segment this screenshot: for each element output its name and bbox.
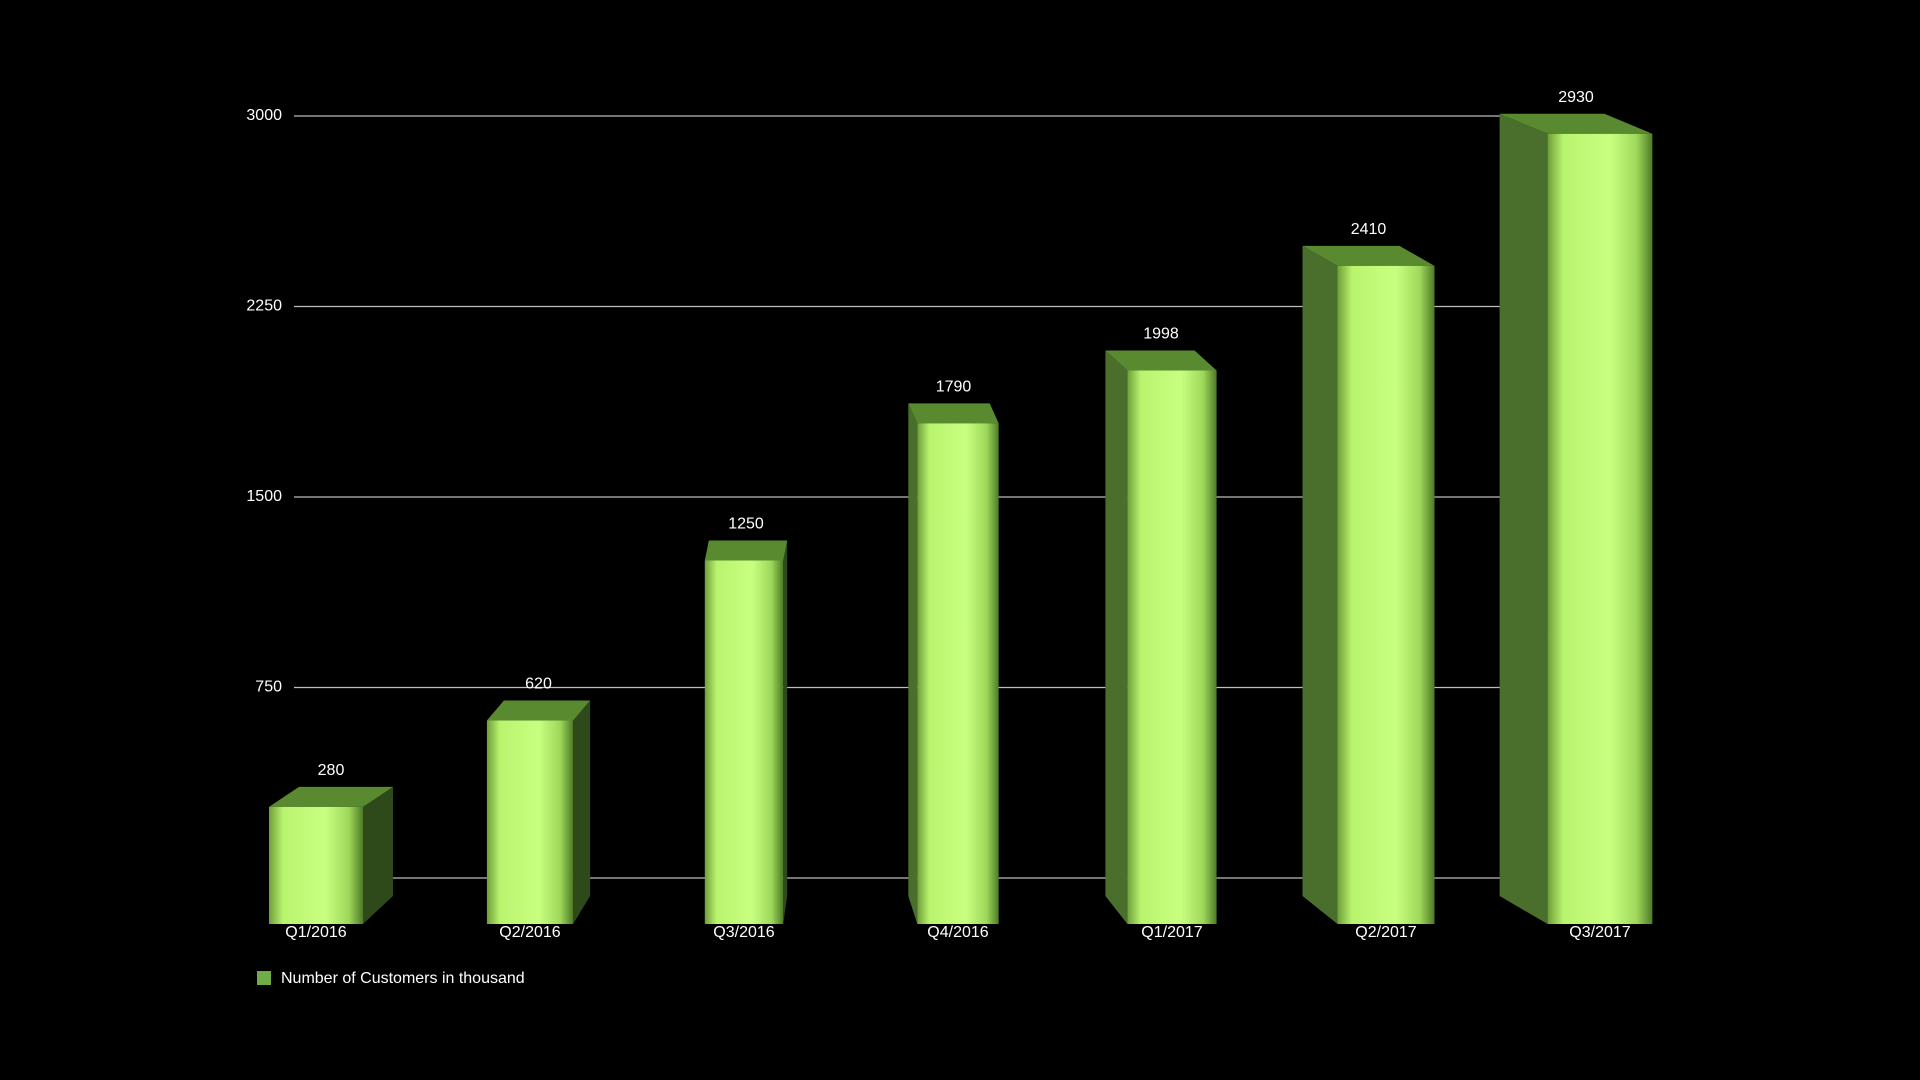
x-tick-label: Q4/2016 xyxy=(927,924,988,941)
y-tick-label: 2250 xyxy=(246,298,282,315)
y-tick-label: 750 xyxy=(255,679,282,696)
bar-top xyxy=(1105,350,1217,371)
x-tick-label: Q3/2017 xyxy=(1569,924,1630,941)
bar-side xyxy=(1499,113,1548,924)
bar xyxy=(1547,133,1653,924)
x-tick-label: Q1/2016 xyxy=(285,924,346,941)
bar xyxy=(704,560,784,924)
bar-side xyxy=(573,700,591,924)
bar xyxy=(1127,370,1217,924)
bar xyxy=(486,720,574,924)
x-tick-label: Q2/2017 xyxy=(1355,924,1416,941)
x-tick-label: Q2/2016 xyxy=(499,924,560,941)
bar-top xyxy=(908,403,999,424)
bar-side xyxy=(908,403,918,925)
value-label: 2930 xyxy=(1558,89,1594,106)
legend-label: Number of Customers in thousand xyxy=(281,970,525,987)
value-label: 280 xyxy=(318,762,345,779)
value-label: 1998 xyxy=(1143,326,1179,343)
bar-side xyxy=(1302,245,1338,925)
bar xyxy=(269,806,363,924)
value-label: 620 xyxy=(525,676,552,693)
bar-top xyxy=(1302,245,1435,266)
value-label: 2410 xyxy=(1351,221,1387,238)
x-tick-label: Q1/2017 xyxy=(1141,924,1202,941)
bar-top xyxy=(1499,113,1653,134)
bar-side xyxy=(783,540,788,924)
value-label: 1790 xyxy=(936,379,972,396)
bar xyxy=(917,423,999,924)
bar-top xyxy=(704,540,788,561)
x-tick-label: Q3/2016 xyxy=(713,924,774,941)
y-tick-label: 1500 xyxy=(246,488,282,505)
y-tick-label: 3000 xyxy=(246,107,282,124)
bar-side xyxy=(363,786,393,924)
value-label: 1250 xyxy=(728,516,764,533)
bar xyxy=(1337,265,1435,924)
bar-side xyxy=(1105,350,1128,924)
legend-swatch xyxy=(257,971,271,985)
bar-top xyxy=(486,700,591,721)
bar-top xyxy=(269,786,393,807)
